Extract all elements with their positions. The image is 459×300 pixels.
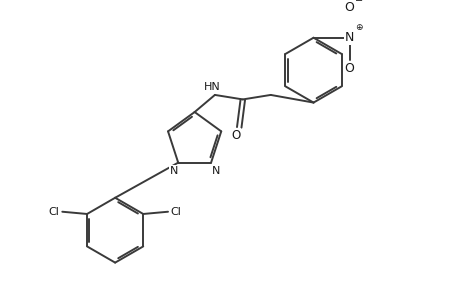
Text: N: N: [211, 166, 219, 176]
Text: Cl: Cl: [170, 207, 181, 217]
Text: N: N: [344, 31, 353, 44]
Text: O: O: [230, 129, 240, 142]
Text: Cl: Cl: [49, 207, 60, 217]
Text: −: −: [355, 0, 363, 6]
Text: O: O: [344, 1, 354, 13]
Text: N: N: [169, 166, 178, 176]
Text: O: O: [344, 62, 354, 75]
Text: HN: HN: [204, 82, 221, 92]
Text: ⊕: ⊕: [354, 23, 362, 32]
